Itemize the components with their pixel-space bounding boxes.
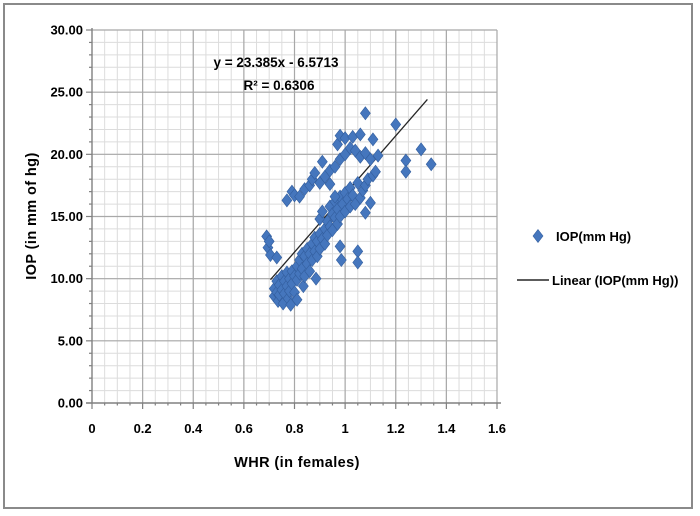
x-axis-title: WHR (in females): [234, 455, 360, 471]
legend: IOP(mm Hg) Linear (IOP(mm Hg)): [517, 229, 678, 288]
data-point[interactable]: [365, 152, 376, 167]
y-tick-label: 0.00: [58, 396, 83, 411]
x-tick-label: 0.4: [184, 421, 203, 436]
data-point[interactable]: [329, 159, 341, 174]
data-point[interactable]: [309, 165, 321, 180]
r-squared-label: R² = 0.6306: [244, 78, 315, 93]
data-point[interactable]: [281, 193, 293, 208]
data-point[interactable]: [324, 177, 336, 192]
chart-frame: [3, 3, 693, 509]
x-tick-labels: 0 0.2 0.4 0.6 0.8 1 1.2 1.4 1.6: [88, 421, 506, 436]
x-tick-label: 0.6: [235, 421, 253, 436]
data-point[interactable]: [370, 164, 381, 179]
data-point[interactable]: [294, 189, 305, 204]
data-point[interactable]: [352, 175, 364, 190]
legend-trendline-label: Linear (IOP(mm Hg)): [552, 273, 678, 288]
x-tick-label: 1.4: [437, 421, 456, 436]
y-tick-label: 25.00: [50, 85, 83, 100]
data-point[interactable]: [310, 271, 322, 286]
data-point[interactable]: [359, 205, 371, 220]
x-tick-label: 1: [342, 421, 349, 436]
x-tick-label: 1.6: [488, 421, 506, 436]
data-point[interactable]: [316, 204, 328, 219]
scatter-points: [261, 106, 437, 312]
data-point[interactable]: [304, 264, 316, 279]
data-point[interactable]: [297, 279, 309, 294]
data-point[interactable]: [415, 142, 427, 157]
x-tick-label: 0.8: [285, 421, 303, 436]
major-gridlines: [92, 29, 498, 403]
y-tick-label: 5.00: [58, 333, 83, 348]
x-tick-label: 0.2: [134, 421, 152, 436]
data-point[interactable]: [365, 195, 376, 210]
data-point[interactable]: [263, 234, 275, 249]
legend-series-label: IOP(mm Hg): [556, 229, 631, 244]
data-point[interactable]: [291, 292, 303, 307]
data-point[interactable]: [372, 148, 384, 163]
series-diamond-marker-icon: [532, 229, 544, 243]
data-point[interactable]: [319, 236, 331, 251]
data-point[interactable]: [425, 157, 437, 172]
data-point[interactable]: [400, 164, 412, 179]
x-tick-label: 1.2: [387, 421, 405, 436]
data-point[interactable]: [367, 132, 379, 147]
x-tick-label: 0: [88, 421, 95, 436]
y-tick-labels: 0.00 5.00 10.00 15.00 20.00 25.00 30.00: [50, 23, 83, 411]
y-tick-label: 10.00: [50, 271, 83, 286]
y-tick-label: 15.00: [50, 209, 83, 224]
legend-item-trendline[interactable]: Linear (IOP(mm Hg)): [517, 273, 678, 288]
data-point[interactable]: [359, 106, 371, 121]
data-point[interactable]: [335, 253, 347, 268]
data-point[interactable]: [316, 154, 328, 169]
trendline-equation: y = 23.385x - 6.5713: [214, 55, 339, 70]
y-axis-title: IOP (in mm of hg): [24, 152, 40, 279]
data-point[interactable]: [352, 255, 364, 270]
legend-item-series[interactable]: IOP(mm Hg): [532, 229, 631, 244]
y-tick-label: 20.00: [50, 147, 83, 162]
data-point[interactable]: [390, 117, 402, 132]
data-point[interactable]: [334, 239, 346, 254]
data-point[interactable]: [271, 250, 283, 265]
data-point[interactable]: [354, 127, 366, 142]
y-tick-label: 30.00: [50, 23, 83, 38]
data-point[interactable]: [329, 189, 341, 204]
axis-ticks: [86, 29, 498, 409]
